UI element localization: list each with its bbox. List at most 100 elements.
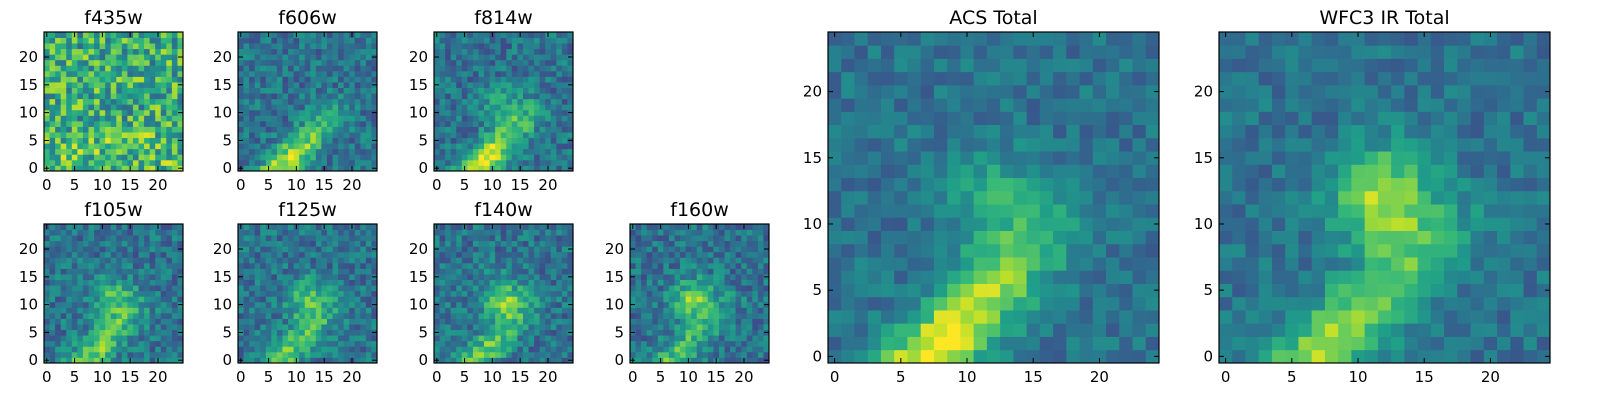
heatmap-cell bbox=[445, 240, 452, 247]
heatmap-cell bbox=[149, 109, 156, 116]
heatmap-cell bbox=[757, 312, 764, 319]
heatmap-cell bbox=[99, 93, 106, 100]
heatmap-cell bbox=[1132, 217, 1147, 231]
heatmap-cell bbox=[894, 257, 908, 271]
heatmap-cell bbox=[1026, 177, 1041, 192]
heatmap-cell bbox=[338, 126, 345, 133]
heatmap-cell bbox=[94, 335, 100, 342]
heatmap-cell bbox=[299, 98, 306, 105]
heatmap-cell bbox=[105, 246, 112, 253]
heatmap-cell bbox=[1066, 204, 1080, 218]
heatmap-cell bbox=[71, 154, 78, 161]
heatmap-cell bbox=[144, 296, 151, 303]
heatmap-cell bbox=[116, 246, 123, 253]
heatmap-cell bbox=[472, 329, 479, 336]
heatmap-cell bbox=[467, 357, 474, 364]
heatmap-cell bbox=[55, 87, 62, 94]
heatmap-cell bbox=[105, 235, 112, 242]
heatmap-cell bbox=[478, 87, 485, 94]
heatmap-cell bbox=[360, 335, 367, 342]
heatmap-cell bbox=[1092, 177, 1107, 192]
heatmap-cell bbox=[707, 312, 714, 319]
y-tick-label: 5 bbox=[28, 323, 38, 341]
heatmap-cell bbox=[149, 251, 156, 258]
heatmap-cell bbox=[276, 148, 283, 155]
heatmap-cell bbox=[132, 43, 139, 50]
heatmap-cell bbox=[371, 65, 378, 72]
heatmap-cell bbox=[467, 137, 474, 144]
heatmap-cell bbox=[1013, 230, 1027, 245]
heatmap-cell bbox=[49, 43, 56, 50]
heatmap-cell bbox=[511, 224, 518, 230]
heatmap-cell bbox=[495, 59, 502, 66]
heatmap-cell bbox=[495, 329, 502, 336]
heatmap-cell bbox=[82, 301, 89, 308]
heatmap-cell bbox=[155, 268, 162, 275]
heatmap-cell bbox=[489, 120, 496, 127]
heatmap-cell bbox=[867, 164, 882, 179]
heatmap-cell bbox=[360, 37, 367, 44]
heatmap-cell bbox=[641, 257, 648, 264]
heatmap-cell bbox=[534, 351, 541, 358]
heatmap-cell bbox=[495, 240, 502, 247]
heatmap-cell bbox=[511, 165, 518, 172]
heatmap-cell bbox=[343, 335, 350, 342]
heatmap-cell bbox=[657, 274, 664, 280]
heatmap-cell bbox=[947, 190, 961, 205]
heatmap-cell bbox=[539, 137, 546, 144]
heatmap-cell bbox=[1053, 349, 1067, 364]
heatmap-cell bbox=[746, 357, 753, 364]
heatmap-cell bbox=[321, 335, 328, 342]
heatmap-cell bbox=[138, 98, 145, 105]
heatmap-cell bbox=[1119, 243, 1133, 258]
heatmap-cell bbox=[338, 357, 345, 364]
heatmap-cell bbox=[718, 274, 725, 280]
heatmap-cell bbox=[116, 70, 123, 77]
heatmap-cell bbox=[668, 257, 675, 264]
heatmap-cell bbox=[506, 37, 513, 44]
heatmap-cell bbox=[528, 224, 535, 230]
heatmap-cell bbox=[445, 32, 452, 38]
heatmap-cell bbox=[500, 257, 507, 264]
heatmap-cell bbox=[517, 132, 524, 139]
heatmap-cell bbox=[121, 307, 128, 314]
heatmap-cell bbox=[105, 165, 112, 172]
heatmap-cell bbox=[321, 274, 328, 280]
heatmap-cell bbox=[127, 93, 134, 100]
heatmap-cell bbox=[522, 318, 529, 325]
heatmap-cell bbox=[489, 109, 496, 116]
heatmap-cell bbox=[166, 37, 173, 44]
heatmap-cell bbox=[668, 268, 675, 275]
heatmap-cell bbox=[105, 357, 112, 364]
heatmap-cell bbox=[680, 340, 686, 347]
heatmap-cell bbox=[49, 120, 56, 127]
heatmap-cell bbox=[276, 246, 283, 253]
heatmap-cell bbox=[293, 98, 300, 105]
heatmap-cell bbox=[973, 257, 988, 271]
heatmap-cell bbox=[82, 279, 89, 286]
heatmap-cell bbox=[127, 54, 134, 61]
heatmap-cell bbox=[293, 76, 300, 83]
heatmap-cell bbox=[718, 307, 725, 314]
heatmap-cell bbox=[707, 224, 714, 230]
heatmap-cell bbox=[282, 335, 289, 342]
heatmap-cell bbox=[511, 279, 518, 286]
heatmap-cell bbox=[105, 268, 112, 275]
heatmap-cell bbox=[439, 32, 446, 38]
y-tick-label: 10 bbox=[409, 296, 428, 314]
heatmap-cell bbox=[282, 268, 289, 275]
heatmap-cell bbox=[149, 54, 156, 61]
heatmap-cell bbox=[326, 224, 333, 230]
heatmap-cell bbox=[467, 346, 474, 353]
heatmap-cell bbox=[171, 109, 178, 116]
heatmap-cell bbox=[299, 70, 306, 77]
heatmap-cell bbox=[338, 59, 345, 66]
heatmap-cell bbox=[127, 43, 134, 50]
heatmap-cell bbox=[439, 312, 446, 319]
heatmap-cell bbox=[472, 307, 479, 314]
heatmap-cell bbox=[522, 274, 529, 280]
heatmap-cell bbox=[110, 70, 117, 77]
heatmap-cell bbox=[713, 296, 720, 303]
heatmap-cell bbox=[271, 43, 278, 50]
heatmap-cell bbox=[321, 246, 328, 253]
